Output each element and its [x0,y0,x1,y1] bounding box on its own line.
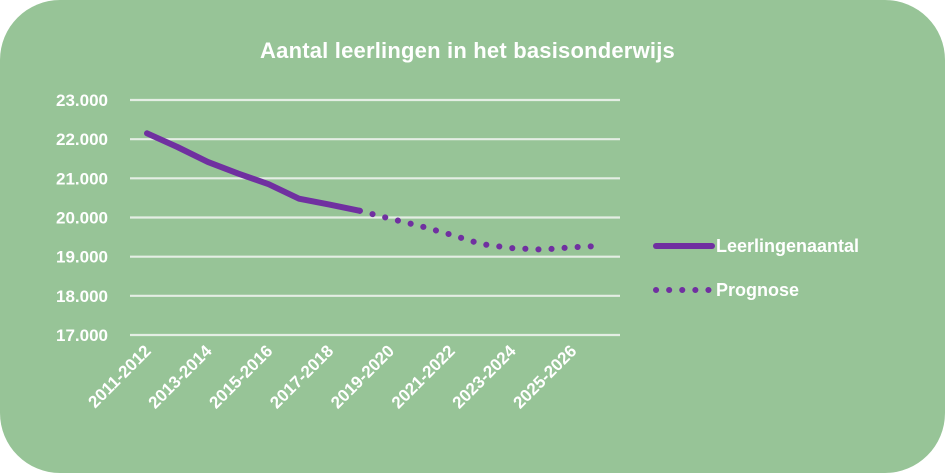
x-tick-label: 2023-2024 [449,341,520,412]
x-tick-label: 2021-2022 [388,341,459,412]
x-tick-label: 2025-2026 [509,341,580,412]
y-tick-label: 22.000 [56,130,108,149]
prognose-series-line [356,207,606,253]
series-layer [144,130,606,253]
legend-label-leerlingenaantal: Leerlingenaantal [716,236,859,256]
x-tick-label: 2017-2018 [266,341,337,412]
y-tick-label: 23.000 [56,91,108,110]
legend-label-prognose: Prognose [716,280,799,300]
x-tick-label: 2011-2012 [85,341,155,411]
y-axis-ticks: 23.000 22.000 21.000 20.000 19.000 18.000 17.0… [56,91,108,345]
y-tick-label: 17.000 [56,326,108,345]
y-tick-label: 18.000 [56,287,108,306]
y-tick-label: 19.000 [56,248,108,267]
x-tick-label: 2015-2016 [205,341,276,412]
legend: Leerlingenaantal Prognose [653,236,859,300]
x-tick-label: 2019-2020 [327,341,398,412]
leerlingenaantal-series-line [144,130,363,214]
x-tick-label: 2013-2014 [145,341,216,412]
y-tick-label: 21.000 [56,169,108,188]
gridlines [130,98,620,337]
chart-title: Aantal leerlingen in het basisonderwijs [260,38,675,63]
y-tick-label: 20.000 [56,209,108,228]
x-axis-ticks: 2011-20122013-20142015-20162017-20182019… [85,341,581,412]
